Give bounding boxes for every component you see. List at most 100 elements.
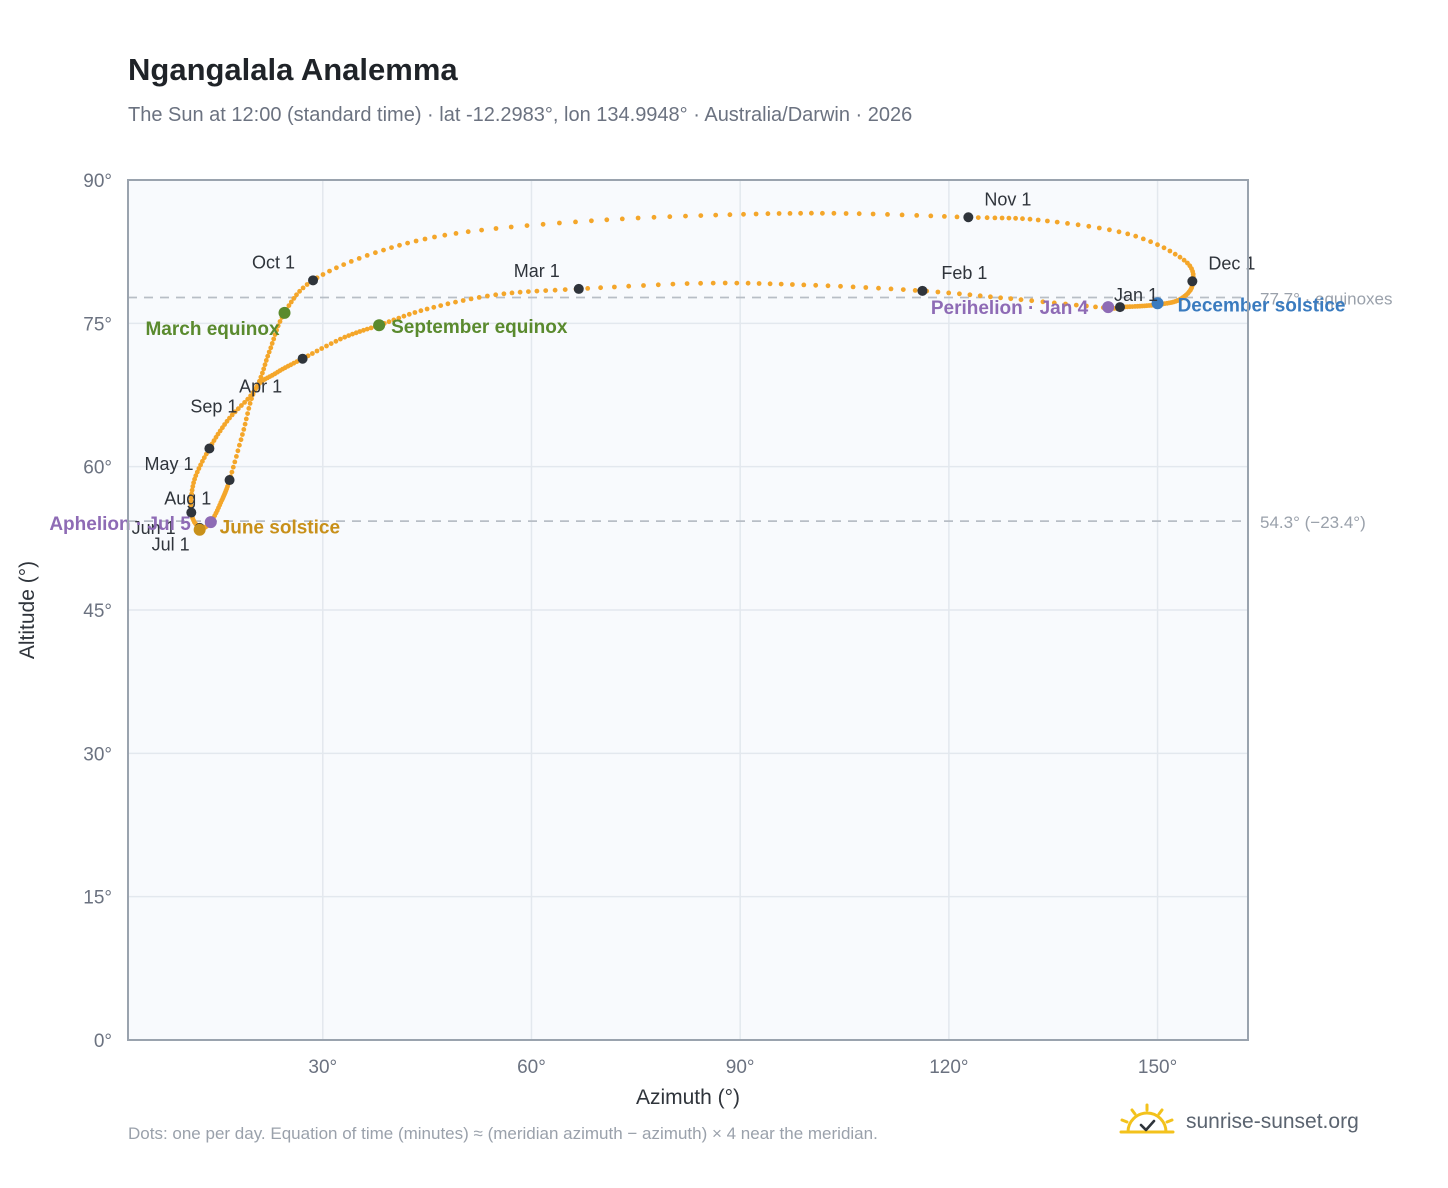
- day-dot: [1065, 221, 1070, 226]
- day-dot: [1116, 229, 1122, 235]
- day-dot: [346, 333, 352, 338]
- day-dot: [230, 464, 236, 470]
- special-marker: [193, 523, 206, 536]
- special-marker-label: March equinox: [145, 319, 280, 340]
- day-dot: [509, 290, 515, 296]
- y-tick-label: 60°: [83, 458, 112, 479]
- day-dot: [468, 296, 474, 302]
- day-dot: [801, 282, 807, 288]
- day-dot: [589, 218, 594, 224]
- month-marker: [917, 285, 928, 296]
- day-dot: [453, 299, 458, 305]
- day-dot: [297, 288, 302, 294]
- day-dot: [277, 319, 283, 324]
- day-dot: [234, 454, 239, 459]
- day-dot: [261, 366, 267, 372]
- day-dot: [856, 211, 862, 217]
- day-dot: [288, 299, 294, 305]
- day-dot: [314, 348, 320, 354]
- day-dot: [1177, 254, 1183, 260]
- day-dot: [557, 220, 562, 226]
- day-dot: [304, 282, 310, 287]
- special-marker: [373, 319, 386, 332]
- day-dot: [310, 351, 315, 356]
- day-dot: [787, 211, 793, 216]
- day-dot: [831, 210, 837, 216]
- day-dot: [1161, 245, 1167, 251]
- month-label: Nov 1: [984, 189, 1031, 209]
- day-dot: [386, 319, 392, 325]
- day-dot: [598, 285, 603, 291]
- day-dot: [809, 210, 814, 216]
- day-dot: [1181, 257, 1187, 263]
- day-dot: [245, 411, 251, 416]
- brand-logo[interactable]: sunrise-sunset.org: [1118, 1102, 1359, 1142]
- month-label: Dec 1: [1208, 253, 1255, 273]
- day-dot: [194, 469, 200, 475]
- day-dot: [397, 242, 402, 248]
- day-dot: [1167, 248, 1173, 254]
- month-label: Sep 1: [190, 397, 237, 417]
- day-dot: [291, 296, 297, 301]
- day-dot: [391, 317, 397, 323]
- day-dot: [517, 289, 523, 295]
- day-dot: [1008, 296, 1014, 302]
- day-dot: [900, 287, 906, 292]
- day-dot: [229, 412, 235, 418]
- day-dot: [460, 298, 466, 303]
- month-marker: [308, 275, 319, 286]
- day-dot: [453, 231, 459, 236]
- day-dot: [190, 484, 196, 489]
- day-dot: [899, 212, 905, 218]
- month-marker: [186, 507, 197, 518]
- day-dot: [1020, 216, 1025, 222]
- day-dot: [885, 212, 890, 217]
- day-dot: [373, 250, 378, 256]
- day-dot: [266, 349, 272, 355]
- y-tick-label: 15°: [83, 888, 112, 909]
- y-tick-label: 30°: [83, 744, 112, 765]
- day-dot: [1029, 298, 1035, 304]
- day-dot: [1133, 233, 1139, 239]
- day-dot: [992, 215, 998, 221]
- day-dot: [1084, 303, 1089, 309]
- day-dot: [356, 256, 362, 261]
- day-dot: [357, 329, 363, 334]
- day-dot: [364, 253, 370, 258]
- y-tick-label: 75°: [83, 314, 112, 335]
- day-dot: [954, 214, 960, 220]
- day-dot: [935, 289, 941, 295]
- day-dot: [698, 213, 704, 219]
- day-dot: [361, 327, 366, 333]
- day-dot: [684, 281, 690, 286]
- day-dot: [232, 459, 238, 465]
- day-dot: [1093, 304, 1098, 310]
- day-dot: [271, 336, 277, 342]
- day-dot: [406, 311, 412, 317]
- day-dot: [422, 236, 428, 242]
- day-dot: [655, 282, 661, 288]
- day-dot: [320, 272, 326, 277]
- day-dot: [957, 291, 962, 297]
- day-dot: [876, 285, 881, 291]
- day-dot: [239, 403, 244, 408]
- day-dot: [424, 306, 430, 312]
- chart-title: Ngangalala Analemma: [128, 52, 458, 87]
- month-marker: [297, 353, 308, 364]
- day-dot: [274, 327, 279, 333]
- day-dot: [432, 234, 437, 240]
- special-marker: [1151, 297, 1164, 310]
- day-dot: [1075, 222, 1081, 228]
- day-dot: [999, 215, 1005, 221]
- day-dot: [246, 406, 252, 411]
- day-dot: [710, 280, 716, 286]
- day-dot: [240, 432, 245, 437]
- day-dot: [928, 213, 934, 219]
- day-dot: [798, 210, 803, 216]
- day-dot: [247, 401, 253, 406]
- day-dot: [442, 232, 448, 238]
- day-dot: [870, 211, 876, 217]
- day-dot: [1148, 239, 1153, 245]
- day-dot: [984, 215, 990, 221]
- day-dot: [401, 313, 407, 319]
